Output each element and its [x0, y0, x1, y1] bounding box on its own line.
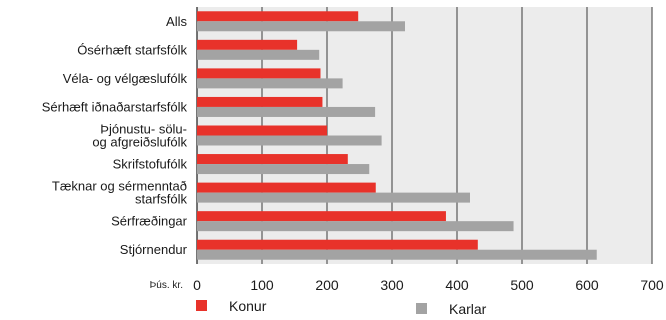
legend-swatch-karlar: [416, 303, 427, 314]
category-label: Véla- og vélgæslufólk: [63, 71, 188, 86]
bar-konur: [197, 125, 327, 136]
legend-label-konur: Konur: [229, 298, 267, 314]
bar-konur: [197, 154, 348, 165]
bar-konur: [197, 39, 298, 50]
category-label: Stjórnendur: [120, 242, 188, 257]
x-tick-label: 300: [380, 277, 404, 293]
bar-karlar: [197, 135, 382, 146]
bar-konur: [197, 11, 359, 22]
x-tick-label: 0: [193, 277, 201, 293]
category-label: Skrifstofufólk: [113, 157, 188, 172]
category-label: Sérhæft iðnaðarstarfsfólk: [42, 99, 188, 114]
category-label: Alls: [166, 14, 187, 29]
category-label: Ósérhæft starfsfólk: [77, 42, 187, 57]
x-tick-label: 100: [250, 277, 274, 293]
x-tick-label: 500: [510, 277, 534, 293]
x-tick-label: 600: [575, 277, 599, 293]
category-label: Sérfræðingar: [111, 214, 188, 229]
bar-konur: [197, 211, 446, 222]
bar-karlar: [197, 78, 343, 89]
bar-konur: [197, 239, 478, 250]
bar-karlar: [197, 221, 514, 232]
bar-konur: [197, 68, 321, 79]
bar-konur: [197, 96, 323, 107]
x-axis-unit-label: Þús. kr.: [150, 280, 183, 291]
bar-karlar: [197, 106, 376, 117]
x-tick-label: 700: [640, 277, 664, 293]
bar-karlar: [197, 49, 320, 60]
category-label: Þjónustu- sölu-og afgreiðslufólk: [92, 122, 187, 150]
legend-swatch-konur: [196, 300, 207, 311]
bar-konur: [197, 182, 376, 193]
category-label: Tæknar og sérmenntað starfsfólk: [52, 179, 188, 207]
x-tick-label: 400: [445, 277, 469, 293]
bar-karlar: [197, 21, 405, 32]
bar-karlar: [197, 164, 370, 175]
legend-label-karlar: Karlar: [449, 301, 487, 317]
bar-karlar: [197, 249, 597, 260]
bar-karlar: [197, 192, 470, 203]
x-tick-label: 200: [315, 277, 339, 293]
